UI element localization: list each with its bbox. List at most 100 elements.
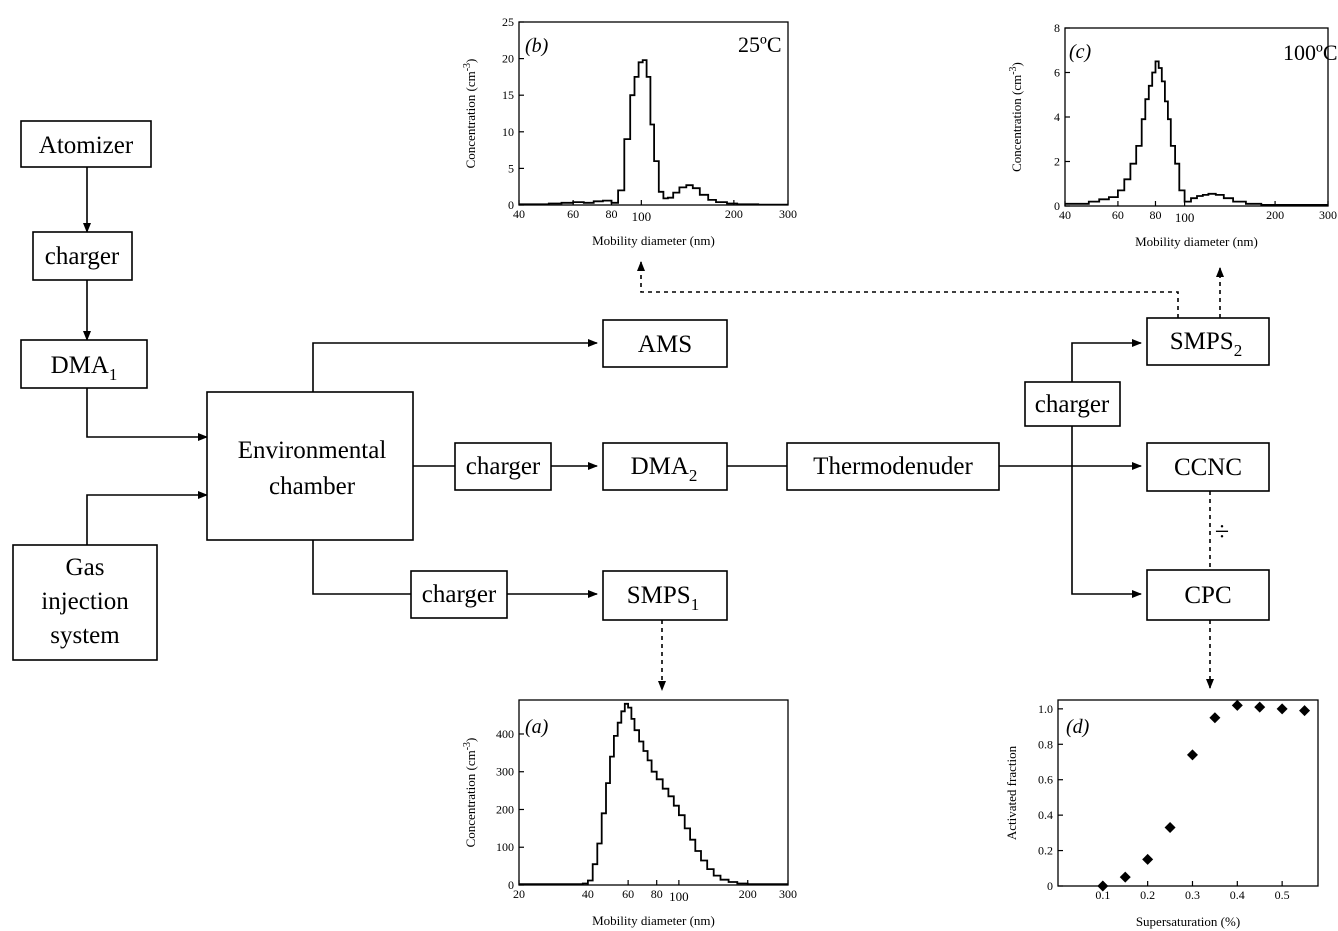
ams-box: AMS (602, 319, 728, 368)
panel-label: (b) (525, 35, 549, 57)
panel-label: (d) (1066, 716, 1090, 738)
y-tick-label: 400 (496, 727, 514, 741)
charger-box-1: charger (32, 231, 133, 281)
data-point (1299, 705, 1311, 717)
thermodenuder-label: Thermodenuder (813, 453, 973, 480)
smps2-label: SMPS (1170, 328, 1234, 355)
dma2-subscript: 2 (689, 466, 698, 485)
data-point (1276, 703, 1288, 715)
chart-c-100c: 0 2 4 6 8 40 60 80 100 200 300 Mobility diameter (n… (1008, 21, 1338, 249)
x-tick-label: 100 (632, 209, 652, 224)
arrow-to-cpc (1071, 426, 1142, 598)
x-tick-label: 0.2 (1140, 888, 1155, 902)
arrow-charger-to-smps2 (1071, 339, 1142, 382)
data-point (1097, 880, 1109, 892)
x-tick-label: 300 (1319, 208, 1337, 222)
svg-text:DMA1: DMA1 (51, 352, 118, 384)
x-tick-label: 0.1 (1095, 888, 1110, 902)
y-axis-label: Concentration (cm-3) (462, 59, 478, 169)
charger-box-4: charger (1024, 381, 1121, 427)
dma1-box: DMA1 (20, 339, 148, 389)
line-chamber-to-charger-lower (312, 540, 411, 595)
x-tick-label: 60 (1112, 208, 1124, 222)
x-axis-label: Supersaturation (%) (1136, 914, 1240, 929)
smps2-subscript: 2 (1234, 341, 1243, 360)
y-tick-label: 6 (1054, 66, 1060, 80)
chart-b-25c: 0 5 10 15 20 25 40 60 80 100 200 300 Mobility diamet… (462, 15, 797, 248)
x-tick-label: 300 (779, 207, 797, 221)
arrow-chamber-to-ams (312, 339, 598, 392)
x-tick-label: 0.5 (1275, 888, 1290, 902)
smps1-label: SMPS (627, 582, 691, 609)
charger-label-1: charger (45, 243, 120, 270)
dma2-label: DMA (631, 453, 689, 480)
data-point (1119, 871, 1131, 883)
y-tick-label: 1.0 (1038, 702, 1053, 716)
data-point (1254, 701, 1266, 713)
x-tick-label: 80 (606, 207, 618, 221)
charger-label-2: charger (466, 453, 541, 480)
cpc-label: CPC (1184, 582, 1231, 609)
x-tick-label: 0.3 (1185, 888, 1200, 902)
panel-label: (a) (525, 716, 549, 738)
data-point (1209, 712, 1221, 724)
y-tick-label: 25 (502, 15, 514, 29)
injection-label: injection (41, 588, 129, 615)
y-tick-label: 10 (502, 125, 514, 139)
x-tick-label: 300 (779, 887, 797, 901)
data-point (1186, 749, 1198, 761)
x-tick-label: 40 (582, 887, 594, 901)
chamber-label: chamber (269, 473, 356, 500)
y-tick-label: 0 (508, 878, 514, 892)
size-distribution-line (1065, 60, 1328, 206)
dma1-subscript: 1 (109, 365, 118, 384)
plot-frame (1057, 699, 1319, 887)
x-axis-label: Mobility diameter (nm) (592, 913, 715, 928)
y-tick-label: 0 (1054, 199, 1060, 213)
x-tick-label: 20 (513, 887, 525, 901)
y-tick-label: 4 (1054, 110, 1060, 124)
size-distribution-line (519, 59, 788, 206)
x-tick-label: 80 (651, 887, 663, 901)
temperature-annotation: 100ºC (1283, 40, 1338, 65)
ams-label: AMS (638, 331, 692, 358)
temperature-annotation: 25ºC (738, 32, 782, 57)
smps2-box: SMPS2 (1146, 317, 1270, 366)
svg-text:SMPS1: SMPS1 (627, 582, 699, 614)
x-tick-label: 200 (739, 887, 757, 901)
arrow-dma1-to-chamber (86, 388, 208, 441)
x-axis-label: Mobility diameter (nm) (592, 233, 715, 248)
ccnc-box: CCNC (1146, 442, 1270, 492)
chart-d-activated-fraction: 0 0.2 0.4 0.6 0.8 1.0 0.1 0.2 0.3 0.4 0.5 Supersatu… (1004, 699, 1319, 929)
environmental-chamber-box: Environmental chamber (206, 391, 414, 541)
charger-box-2: charger (454, 442, 552, 491)
ccnc-label: CCNC (1174, 454, 1242, 481)
y-axis-label: Concentration (cm-3) (462, 738, 478, 848)
cpc-box: CPC (1146, 569, 1270, 621)
charger-label-4: charger (1035, 391, 1110, 418)
x-axis-label: Mobility diameter (nm) (1135, 234, 1258, 249)
plot-frame (518, 21, 789, 206)
x-tick-label: 100 (669, 889, 689, 904)
gas-injection-system-box: Gas injection system (12, 544, 158, 661)
y-tick-label: 0.4 (1038, 808, 1053, 822)
dma2-box: DMA2 (602, 442, 728, 491)
y-tick-label: 0.8 (1038, 737, 1053, 751)
y-tick-label: 0.2 (1038, 844, 1053, 858)
x-tick-label: 200 (725, 207, 743, 221)
charger-label-3: charger (422, 581, 497, 608)
divide-symbol: ÷ (1215, 517, 1229, 546)
y-tick-label: 20 (502, 52, 514, 66)
svg-text:SMPS2: SMPS2 (1170, 328, 1242, 360)
y-tick-label: 0 (508, 198, 514, 212)
x-tick-label: 80 (1149, 208, 1161, 222)
x-tick-label: 200 (1266, 208, 1284, 222)
connectors (83, 167, 1224, 691)
arrow-gas-to-chamber (86, 491, 208, 545)
atomizer-box: Atomizer (20, 120, 152, 168)
data-point (1231, 699, 1243, 711)
x-tick-label: 40 (513, 207, 525, 221)
x-tick-label: 40 (1059, 208, 1071, 222)
data-point (1164, 822, 1176, 834)
